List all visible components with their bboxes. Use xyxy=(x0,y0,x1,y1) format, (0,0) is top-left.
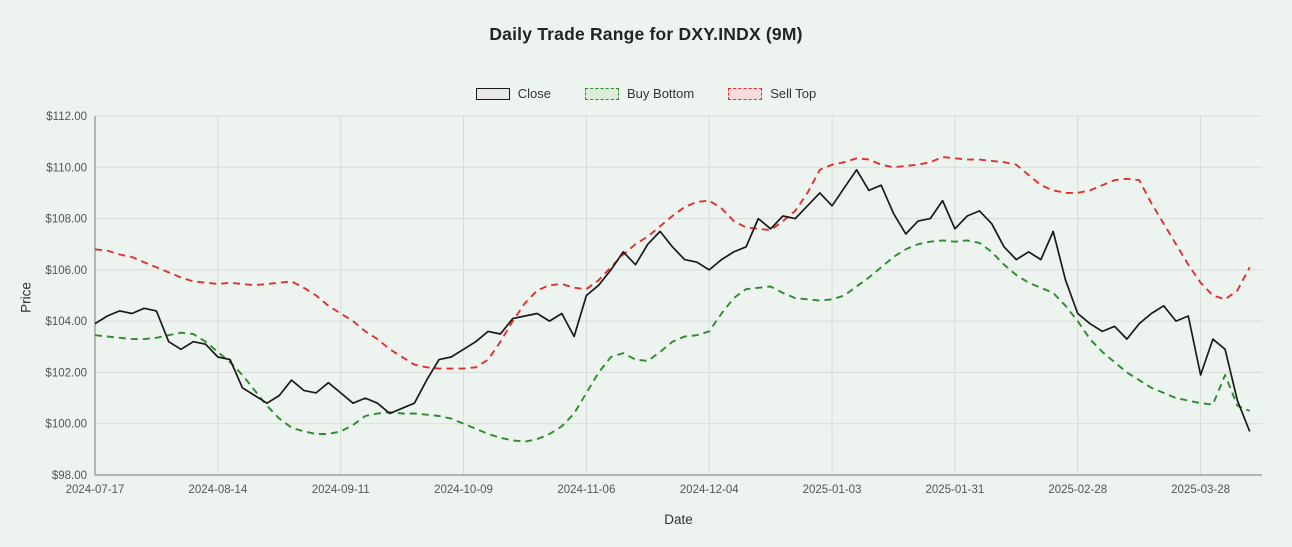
y-tick-label: $104.00 xyxy=(45,316,87,328)
legend-label-close: Close xyxy=(517,86,552,101)
chart-title: Daily Trade Range for DXY.INDX (9M) xyxy=(489,24,803,44)
y-tick-label: $98.00 xyxy=(52,470,87,482)
x-tick-label: 2024-10-09 xyxy=(434,484,493,496)
x-tick-label: 2024-11-06 xyxy=(557,484,615,496)
buy-bottom-line xyxy=(94,239,1251,443)
x-tick-label: 2025-01-03 xyxy=(803,484,862,496)
legend-item-sell-top: Sell Top xyxy=(728,86,816,101)
y-tick-label: $110.00 xyxy=(46,162,87,174)
x-axis-title: Date xyxy=(664,512,693,527)
y-tick-label: $108.00 xyxy=(45,214,87,226)
close-line xyxy=(94,168,1251,432)
close-line-swatch-icon xyxy=(475,87,510,100)
legend-item-close: Close xyxy=(475,86,552,101)
x-tick-label: 2024-12-04 xyxy=(680,484,739,496)
x-tick-label: 2025-03-28 xyxy=(1171,484,1230,496)
x-tick-label: 2025-02-28 xyxy=(1048,484,1107,496)
x-tick-label: 2025-01-31 xyxy=(925,484,984,496)
x-tick-label: 2024-08-14 xyxy=(188,484,247,496)
legend-item-buy-bottom: Buy Bottom xyxy=(585,86,694,101)
sell-top-line xyxy=(94,156,1251,370)
y-tick-label: $106.00 xyxy=(45,265,87,277)
buy-bottom-line-swatch-icon xyxy=(585,87,620,100)
y-tick-label: $102.00 xyxy=(45,367,87,379)
legend: Close Buy Bottom Sell Top xyxy=(0,86,1292,101)
x-tick-label: 2024-07-17 xyxy=(66,484,125,496)
sell-top-line-swatch-icon xyxy=(728,87,763,100)
y-axis-title: Price xyxy=(18,282,34,313)
x-tick-label: 2024-09-11 xyxy=(312,484,370,496)
y-tick-label: $100.00 xyxy=(45,419,87,431)
legend-label-buy-bottom: Buy Bottom xyxy=(627,86,695,101)
y-tick-label: $112.00 xyxy=(46,111,87,123)
legend-label-sell-top: Sell Top xyxy=(770,86,817,101)
